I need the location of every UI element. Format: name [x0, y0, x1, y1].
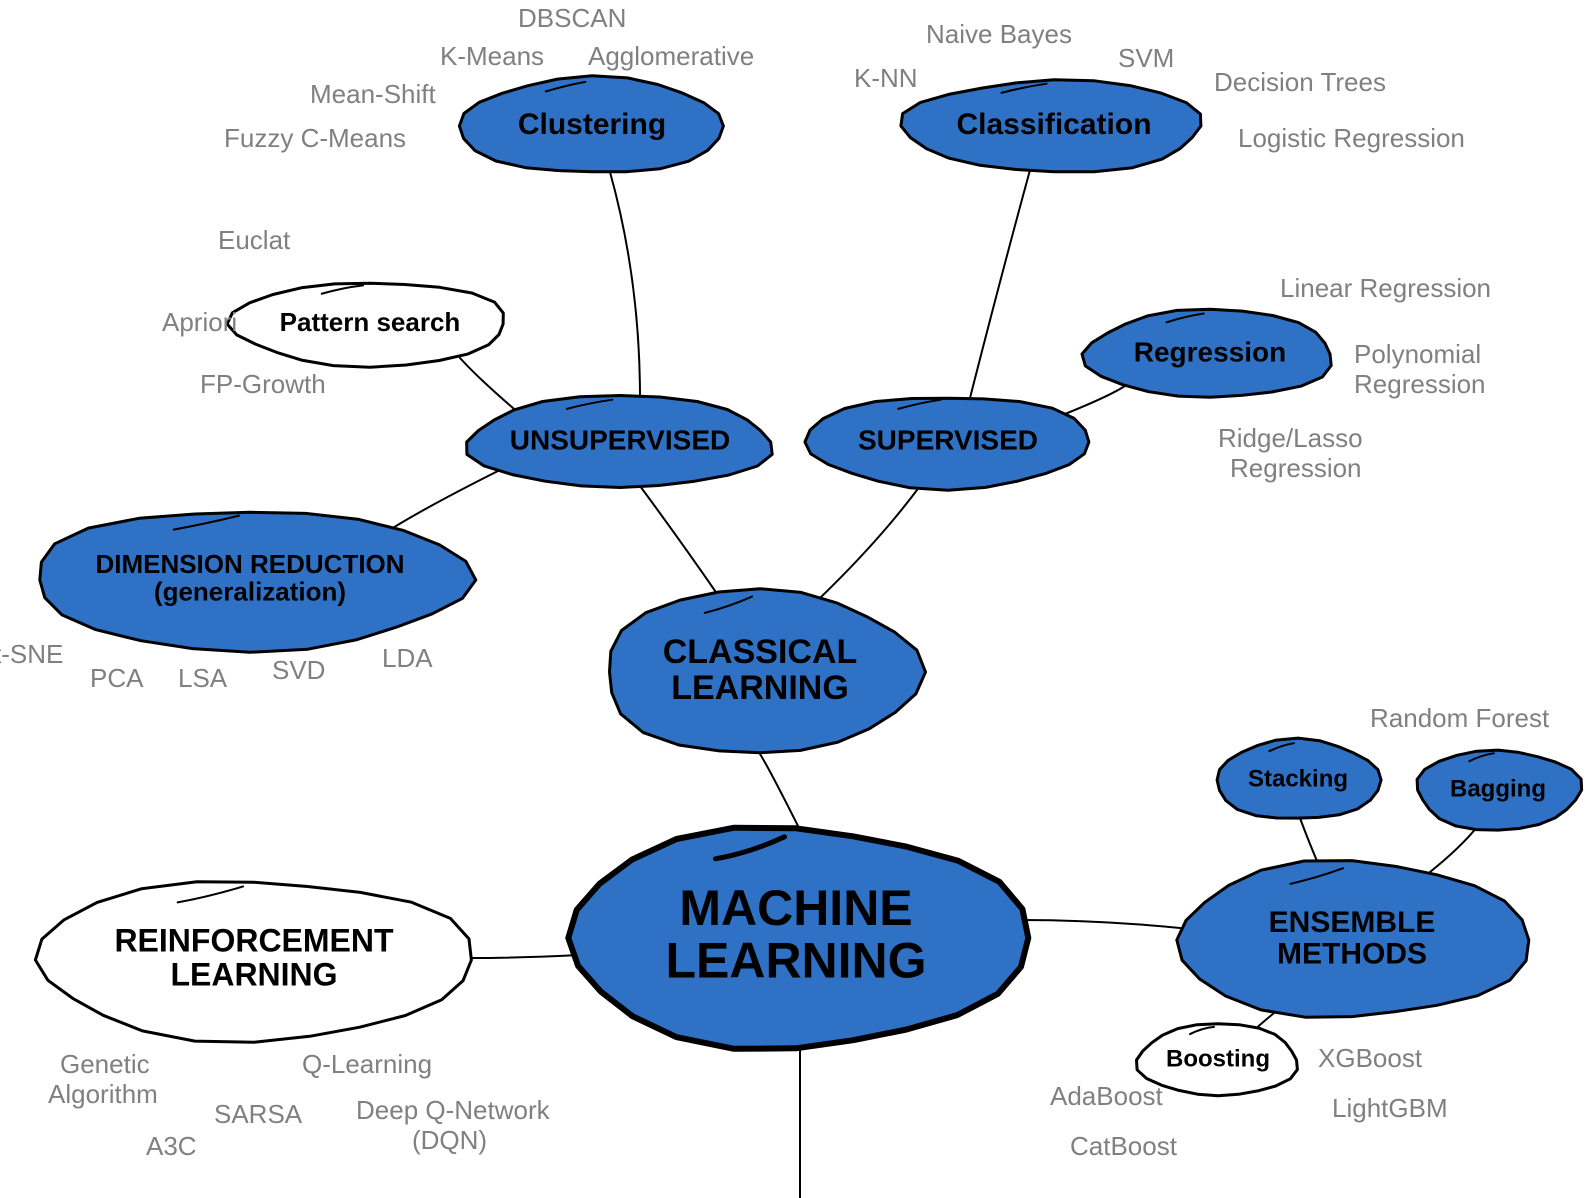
node-ml-label-line1: LEARNING [665, 932, 926, 988]
leaf-xgboost: XGBoost [1318, 1043, 1423, 1073]
node-classif-label-line0: Classification [956, 108, 1151, 141]
leaf-k-nn: K-NN [854, 63, 918, 93]
node-ml: MACHINELEARNING [568, 828, 1028, 1049]
node-bagging: Bagging [1417, 750, 1582, 830]
node-classical-label-line1: LEARNING [671, 669, 849, 707]
leaf-naive-bayes: Naive Bayes [926, 19, 1072, 49]
leaf-lsa: LSA [178, 663, 228, 693]
node-boosting-label-line0: Boosting [1166, 1045, 1270, 1072]
leaf-a3c: A3C [146, 1131, 197, 1161]
leaf-fp-growth: FP-Growth [200, 369, 326, 399]
leaf-sarsa: SARSA [214, 1099, 303, 1129]
leaf-regression: Regression [1230, 453, 1362, 483]
leaf-euclat: Euclat [218, 225, 291, 255]
node-unsup: UNSUPERVISED [467, 396, 773, 488]
leaf-fuzzy-c-means: Fuzzy C-Means [224, 123, 406, 153]
node-bagging-label-line0: Bagging [1450, 775, 1546, 802]
leaf-svm: SVM [1118, 43, 1174, 73]
node-dimred-label-line1: (generalization) [154, 577, 346, 607]
node-unsup-label-line0: UNSUPERVISED [510, 424, 730, 455]
leaf-regression: Regression [1354, 369, 1486, 399]
leaf-lda: LDA [382, 643, 433, 673]
node-dimred-label-line0: DIMENSION REDUCTION [95, 549, 404, 579]
node-ml-label-line0: MACHINE [679, 880, 912, 936]
leaf-svd: SVD [272, 655, 325, 685]
leaf-decision-trees: Decision Trees [1214, 67, 1386, 97]
leaf-t-sne: t-SNE [0, 639, 63, 669]
leaf-pca: PCA [90, 663, 144, 693]
leaf-lightgbm: LightGBM [1332, 1093, 1448, 1123]
node-sup-label-line0: SUPERVISED [858, 424, 1038, 455]
leaf-apriori: Apriori [162, 307, 237, 337]
node-clustering-label-line0: Clustering [518, 108, 666, 141]
node-regress-label-line0: Regression [1134, 336, 1287, 367]
node-reinf-label-line0: REINFORCEMENT [114, 923, 394, 959]
leaf-deep-q-network: Deep Q-Network [356, 1095, 551, 1125]
leaf-ridge-lasso: Ridge/Lasso [1218, 423, 1363, 453]
leaf-polynomial: Polynomial [1354, 339, 1481, 369]
leaf-k-means: K-Means [440, 41, 544, 71]
leaf-logistic-regression: Logistic Regression [1238, 123, 1465, 153]
leaf-algorithm: Algorithm [48, 1079, 158, 1109]
ml-mindmap: MACHINELEARNINGCLASSICALLEARNINGUNSUPERV… [0, 0, 1587, 1198]
leaf-adaboost: AdaBoost [1050, 1081, 1164, 1111]
leaf--dqn-: (DQN) [412, 1125, 487, 1155]
node-reinf-label-line1: LEARNING [170, 956, 337, 992]
leaf-dbscan: DBSCAN [518, 3, 626, 33]
node-stacking-label-line0: Stacking [1248, 765, 1348, 792]
node-classical-label-line0: CLASSICAL [663, 633, 858, 671]
leaf-random-forest: Random Forest [1370, 703, 1550, 733]
leaf-genetic: Genetic [60, 1049, 150, 1079]
node-pattern-label-line0: Pattern search [280, 307, 461, 337]
node-ensemble-label-line1: METHODS [1277, 938, 1427, 971]
leaf-q-learning: Q-Learning [302, 1049, 432, 1079]
leaf-catboost: CatBoost [1070, 1131, 1178, 1161]
leaf-agglomerative: Agglomerative [588, 41, 754, 71]
leaf-linear-regression: Linear Regression [1280, 273, 1491, 303]
leaf-mean-shift: Mean-Shift [310, 79, 436, 109]
node-ensemble-label-line0: ENSEMBLE [1269, 906, 1436, 939]
